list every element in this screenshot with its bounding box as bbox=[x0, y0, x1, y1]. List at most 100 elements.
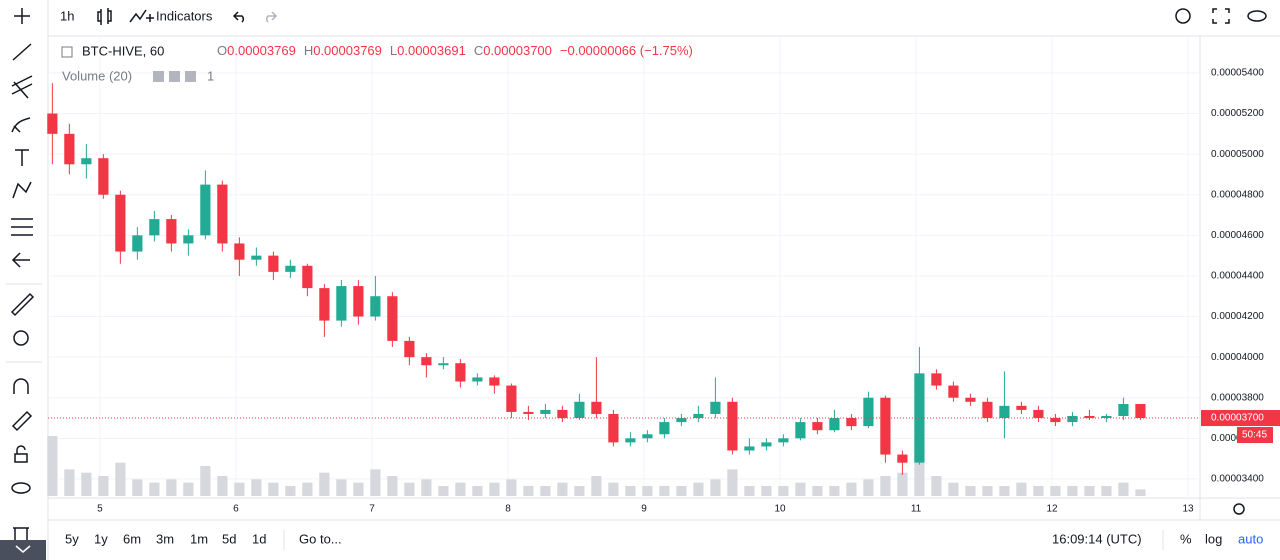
high-key: H bbox=[304, 43, 313, 58]
text-tool[interactable] bbox=[15, 149, 29, 166]
x-tick-label: 11 bbox=[911, 504, 922, 515]
candle-body bbox=[914, 373, 925, 463]
range-button[interactable]: 1d bbox=[252, 531, 266, 546]
volume-remove[interactable] bbox=[185, 71, 196, 82]
volume-bar bbox=[506, 479, 517, 496]
chart-type-button[interactable] bbox=[97, 8, 112, 25]
indicators-button[interactable]: Indicators bbox=[156, 8, 213, 23]
volume-settings[interactable] bbox=[169, 71, 180, 82]
symbol: BTC-HIVE, 60 bbox=[82, 43, 164, 58]
brush-tool[interactable] bbox=[11, 117, 31, 133]
y-tick-label: 0.00004200 bbox=[1211, 311, 1264, 322]
volume-bar bbox=[234, 482, 245, 496]
candle-body bbox=[98, 158, 109, 195]
back-tool[interactable] bbox=[11, 252, 30, 268]
candle-body bbox=[421, 357, 432, 366]
volume-bar bbox=[421, 479, 432, 496]
line-tool[interactable] bbox=[12, 43, 32, 61]
magnet-tool[interactable] bbox=[13, 378, 29, 394]
volume-bar bbox=[1135, 489, 1146, 496]
candle-body bbox=[965, 397, 976, 402]
volume-bar bbox=[625, 486, 636, 496]
range-button[interactable]: 1m bbox=[190, 531, 208, 546]
snapshot-button[interactable] bbox=[1247, 10, 1267, 22]
collapse-button[interactable] bbox=[0, 540, 46, 560]
candle-body bbox=[251, 255, 262, 260]
volume-bar bbox=[693, 482, 704, 496]
candle-body bbox=[319, 288, 330, 321]
countdown-tag bbox=[1237, 427, 1273, 444]
axis-settings[interactable] bbox=[1233, 503, 1245, 515]
ruler-tool[interactable] bbox=[10, 292, 35, 317]
range-buttons: 5y 1y 6m 3m 1m 5d 1d bbox=[65, 531, 266, 546]
auto-button[interactable]: auto bbox=[1238, 531, 1263, 546]
percent-button[interactable]: % bbox=[1180, 531, 1192, 546]
fullscreen-button[interactable] bbox=[1212, 8, 1230, 24]
range-button[interactable]: 6m bbox=[123, 531, 141, 546]
volume-bar bbox=[302, 482, 313, 496]
candle-body bbox=[1067, 415, 1078, 423]
volume-bar bbox=[931, 476, 942, 496]
candle-body bbox=[642, 434, 653, 439]
lock-drawing-tool[interactable] bbox=[11, 410, 33, 432]
candle-body bbox=[846, 418, 857, 427]
volume-bar bbox=[47, 436, 58, 496]
price-tag bbox=[1201, 410, 1280, 427]
candle-body bbox=[829, 418, 840, 431]
redo-button[interactable] bbox=[265, 11, 278, 23]
candle-body bbox=[931, 373, 942, 386]
candle-body bbox=[285, 265, 296, 272]
volume-bar bbox=[914, 449, 925, 496]
volume-bar bbox=[659, 486, 670, 496]
change: −0.00000066 (−1.75%) bbox=[560, 43, 693, 58]
candle-body bbox=[710, 401, 721, 414]
volume-bar bbox=[812, 486, 823, 496]
volume-bar bbox=[846, 482, 857, 496]
range-button[interactable]: 3m bbox=[156, 531, 174, 546]
volume-bar bbox=[676, 486, 687, 496]
range-button[interactable]: 5d bbox=[222, 531, 236, 546]
volume-hide[interactable] bbox=[153, 71, 164, 82]
lock-tool[interactable] bbox=[14, 445, 28, 463]
fib-tool[interactable] bbox=[11, 75, 33, 99]
prediction-tool[interactable] bbox=[11, 218, 33, 236]
volume-bar bbox=[965, 486, 976, 496]
candle-body bbox=[659, 422, 670, 435]
interval-button[interactable]: 1h bbox=[60, 8, 74, 23]
range-button[interactable]: 5y bbox=[65, 531, 79, 546]
settings-button[interactable] bbox=[1175, 8, 1191, 24]
ohlc-open: O0.00003769 H0.00003769 L0.00003691 C0.0000… bbox=[217, 43, 693, 58]
undo-button[interactable] bbox=[232, 11, 245, 23]
candle-body bbox=[897, 454, 908, 463]
close-key: C bbox=[474, 43, 483, 58]
y-tick-label: 0.00004400 bbox=[1211, 271, 1264, 282]
collapse-legend[interactable] bbox=[61, 46, 73, 58]
candle-body bbox=[115, 194, 126, 252]
candle-body bbox=[591, 401, 602, 414]
zoom-tool[interactable] bbox=[13, 330, 29, 346]
range-button[interactable]: 1y bbox=[94, 531, 108, 546]
candle-body bbox=[132, 235, 143, 252]
left-toolbar bbox=[0, 8, 46, 560]
volume-bar bbox=[404, 482, 415, 496]
volume-bar bbox=[744, 486, 755, 496]
volume-bar bbox=[897, 472, 908, 496]
volume-bar bbox=[285, 486, 296, 496]
visibility-tool[interactable] bbox=[11, 482, 31, 494]
log-button[interactable]: log bbox=[1205, 531, 1222, 546]
y-tick-label: 0.00003800 bbox=[1211, 392, 1264, 403]
candle-body bbox=[1118, 404, 1129, 416]
crosshair-tool[interactable] bbox=[14, 8, 30, 24]
low-key: L bbox=[390, 43, 397, 58]
candle-body bbox=[166, 219, 177, 244]
goto-button[interactable]: Go to... bbox=[299, 531, 342, 546]
x-tick-label: 10 bbox=[774, 504, 786, 515]
indicators-icon bbox=[129, 9, 154, 23]
volume-bar bbox=[251, 479, 262, 496]
candle-body bbox=[676, 418, 687, 423]
candle-body bbox=[1101, 415, 1112, 419]
candle-body bbox=[557, 409, 568, 419]
pattern-tool[interactable] bbox=[12, 181, 32, 199]
